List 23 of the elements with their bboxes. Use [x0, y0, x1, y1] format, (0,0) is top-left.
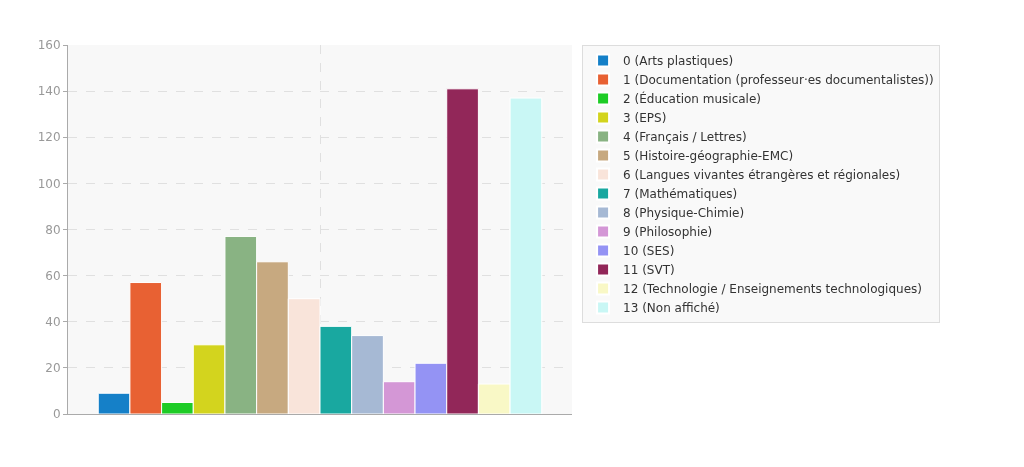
legend-label: 7 (Mathématiques) [623, 187, 738, 202]
legend-label: 5 (Histoire-géographie-EMC) [623, 149, 794, 164]
legend-label: 6 (Langues vivantes étrangères et régionales) [623, 168, 901, 183]
legend-label: 1 (Documentation (professeur·es documentalistes)) [623, 73, 934, 88]
y-tick-label: 120 [37, 130, 61, 145]
legend-label: 10 (SES) [623, 244, 675, 259]
legend-label: 13 (Non affiché) [623, 301, 720, 316]
legend-label: 11 (SVT) [623, 263, 675, 278]
y-tick-label: 0 [52, 407, 61, 422]
legend-label: 3 (EPS) [623, 111, 667, 126]
y-tick-label: 60 [45, 268, 61, 283]
legend-label: 8 (Physique-Chimie) [623, 206, 745, 221]
legend-label: 2 (Éducation musicale) [623, 91, 761, 107]
y-tick-label: 100 [37, 176, 61, 191]
y-tick-label: 40 [45, 314, 61, 329]
y-tick-label: 160 [37, 38, 61, 53]
y-tick-label: 80 [45, 222, 61, 237]
legend-label: 0 (Arts plastiques) [623, 54, 734, 69]
legend-label: 4 (Français / Lettres) [623, 130, 747, 145]
y-tick-label: 20 [45, 361, 61, 376]
legend-label: 9 (Philosophie) [623, 225, 713, 240]
legend-label: 12 (Technologie / Enseignements technologiques) [623, 282, 922, 297]
y-tick-label: 140 [37, 84, 61, 99]
